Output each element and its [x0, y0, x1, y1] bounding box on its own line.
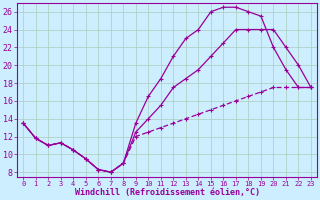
X-axis label: Windchill (Refroidissement éolien,°C): Windchill (Refroidissement éolien,°C): [75, 188, 260, 197]
